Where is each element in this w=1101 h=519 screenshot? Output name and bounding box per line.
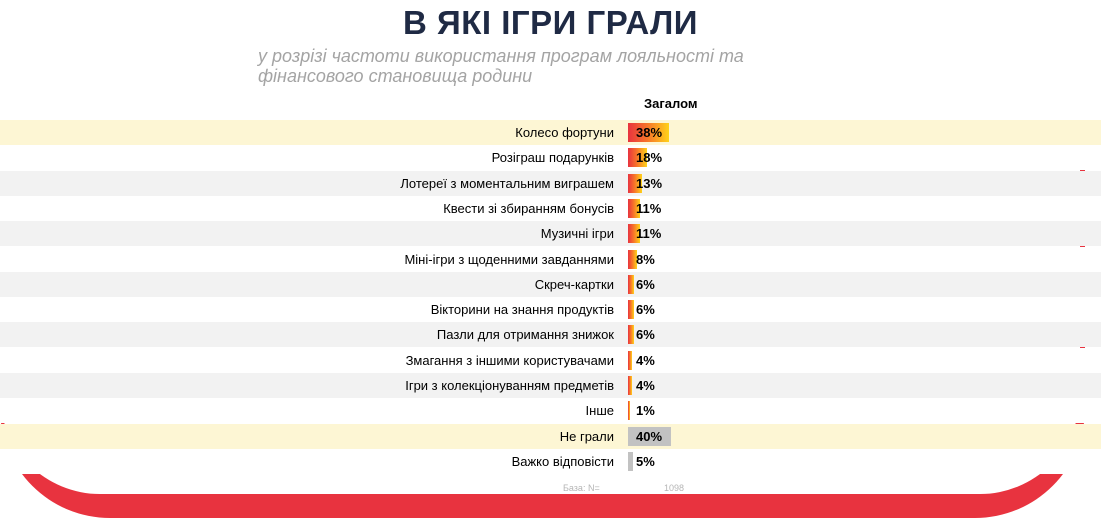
chart-row: Пазли для отримання знижок 6%: [0, 322, 1101, 348]
chart-row: Змагання з іншими користувачами 4%: [0, 347, 1101, 373]
category-label: Вікторини на знання продуктів: [430, 302, 614, 318]
value-label: 4%: [636, 378, 655, 393]
chart-row: Вікторини на знання продуктів 6%: [0, 297, 1101, 323]
value-label: 38%: [636, 125, 663, 140]
bar: [628, 300, 635, 320]
category-label: Розіграш подарунків: [491, 150, 614, 166]
category-label: Лотереї з моментальним виграшем: [400, 175, 614, 191]
chart-row: Музичні ігри 11%: [0, 221, 1101, 247]
category-label: Пазли для отримання знижок: [436, 327, 614, 343]
value-label: 4%: [636, 352, 655, 368]
value-label: 11%: [636, 226, 662, 242]
column-header: Загалом: [644, 96, 698, 111]
base-value: 1098: [664, 483, 685, 493]
chart-row: Колесо фортуни 38%: [0, 120, 1101, 145]
bar: [628, 426, 672, 446]
chart-row: Квести зі збиранням бонусів 11%: [0, 195, 1101, 221]
bar: [628, 173, 643, 193]
category-label: Міні-ігри з щоденними завданнями: [404, 251, 614, 267]
chart-row: Не грали 40%: [0, 423, 1101, 449]
value-label: 11%: [636, 200, 662, 216]
value-label: 1%: [636, 403, 655, 419]
value-label: 5%: [636, 453, 655, 469]
category-label: Квести зі збиранням бонусів: [443, 200, 614, 216]
subtitle-line-1: у розрізі частоти використання програм л…: [258, 46, 744, 66]
value-label: 6%: [636, 276, 655, 292]
page-subtitle: у розрізі частоти використання програм л…: [258, 46, 858, 86]
bar: [628, 376, 633, 395]
chart-row: Лотереї з моментальним виграшем 13%: [0, 170, 1101, 196]
value-label: 13%: [636, 175, 663, 191]
category-label: Важко відповісти: [511, 453, 614, 469]
value-label: 18%: [636, 150, 663, 166]
value-label: 6%: [636, 327, 655, 343]
category-label: Змагання з іншими користувачами: [405, 352, 614, 368]
category-label: Інше: [585, 403, 614, 419]
category-label: Не грали: [559, 428, 614, 444]
base-label: База: N=: [563, 483, 600, 493]
subtitle-line-2: фінансового становища родини: [258, 66, 533, 86]
bar: [628, 123, 670, 142]
bar: [628, 198, 640, 218]
chart-row: Важко відповісти 5%: [0, 448, 1101, 474]
bar: [628, 325, 635, 345]
bar: [628, 249, 637, 269]
value-label: 8%: [636, 251, 655, 267]
category-label: Музичні ігри: [540, 226, 614, 242]
value-label: 6%: [636, 302, 655, 318]
value-label: 40%: [636, 428, 663, 444]
bar: [628, 451, 634, 471]
bar: [628, 350, 633, 370]
bar: [628, 274, 635, 294]
chart-row: Міні-ігри з щоденними завданнями 8%: [0, 246, 1101, 272]
bar: [628, 401, 630, 421]
chart-row: Розіграш подарунків 18%: [0, 145, 1101, 171]
bar: [628, 224, 640, 244]
category-label: Ігри з колекціонуванням предметів: [405, 378, 614, 393]
chart-row: Скреч-картки 6%: [0, 271, 1101, 297]
chart-row: Ігри з колекціонуванням предметів 4%: [0, 373, 1101, 398]
bar: [628, 148, 648, 168]
page-title: В ЯКІ ІГРИ ГРАЛИ: [403, 4, 698, 41]
category-label: Скреч-картки: [534, 276, 614, 292]
chart-row: Інше 1%: [0, 398, 1101, 424]
category-label: Колесо фортуни: [515, 125, 614, 140]
